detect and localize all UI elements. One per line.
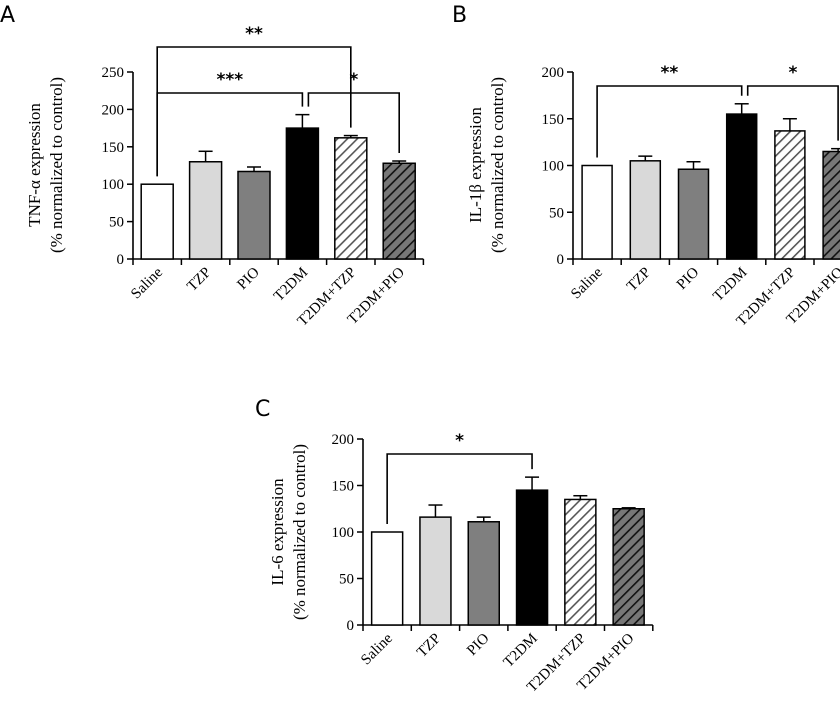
panel-a-bar-t2dm-pio — [382, 162, 416, 260]
panel-c-significance-bracket — [386, 453, 533, 524]
panel-a-significance-bracket — [156, 46, 352, 177]
panel-a-category-label: PIO — [234, 264, 263, 293]
panel-a-y-axis-title: TNF-α expression — [25, 103, 44, 227]
panel-b-y-tick-label: 150 — [542, 112, 565, 128]
panel-b-bar-t2dm-tzp — [774, 130, 806, 260]
panel-a-category-label: Saline — [128, 264, 166, 302]
panel-a-y-tick-label: 200 — [102, 102, 125, 118]
panel-c-bar-tzp — [419, 516, 452, 626]
panel-c-y-axis-subtitle: (% normalized to control) — [290, 444, 309, 620]
panel-c-y-tick-label: 150 — [332, 479, 355, 495]
panel-b-bar-t2dm — [725, 113, 758, 260]
panel-b-category-label: Saline — [568, 264, 606, 302]
panel-b-y-tick-label: 100 — [542, 159, 565, 175]
panel-a-significance-bracket — [307, 92, 401, 154]
panel-b-significance-label: ** — [661, 63, 679, 83]
panel-c-y-tick-label: 100 — [332, 525, 355, 541]
panel-a-y-tick-label: 100 — [102, 177, 125, 193]
panel-a-y-tick-label: 50 — [109, 215, 124, 231]
panel-c-bar-saline — [370, 531, 404, 626]
panel-c-bar-t2dm-pio — [612, 508, 645, 626]
panel-b-category-label: PIO — [674, 264, 703, 293]
panel-c-y-tick-label: 0 — [347, 618, 355, 634]
panel-c-bar-t2dm — [515, 489, 549, 626]
panel-a-y-tick-label: 0 — [117, 252, 125, 268]
panel-a-bar-tzp — [188, 161, 223, 260]
panel-b-bar-tzp — [629, 160, 662, 260]
panel-a-bar-pio — [237, 170, 271, 260]
panel-a-significance-label: ** — [245, 24, 263, 44]
panel-letter-c: C — [255, 397, 270, 422]
panel-c-category-label: T2DM — [501, 631, 541, 671]
panel-c-y-axis-title: IL-6 expression — [268, 478, 287, 586]
panel-b-bar-saline — [581, 164, 613, 260]
panel-a-significance-label: * — [349, 70, 358, 90]
panel-b-y-axis-subtitle: (% normalized to control) — [488, 77, 507, 253]
panel-b-bar-pio — [677, 168, 710, 260]
panel-c-category-label: TZP — [414, 631, 444, 661]
panel-c-category-label: PIO — [464, 630, 493, 659]
panel-a-category-label: T2DM — [271, 265, 311, 305]
panel-c-significance-label: * — [455, 431, 464, 451]
panel-a-bar-t2dm-tzp — [334, 137, 368, 260]
panel-b-y-tick-label: 0 — [557, 252, 565, 268]
panel-a-y-tick-label: 150 — [102, 140, 125, 156]
panel-b-bar-t2dm-pio — [822, 150, 840, 260]
panel-b-category-label: TZP — [624, 265, 654, 295]
panel-c-category-label: Saline — [358, 630, 396, 668]
panel-c-bar-t2dm-tzp — [564, 498, 597, 626]
panel-a-significance-bracket — [156, 92, 304, 177]
panel-a-category-label: TZP — [184, 265, 214, 295]
panel-c-y-tick-label: 200 — [332, 432, 355, 448]
panel-a-significance-label: *** — [216, 70, 243, 90]
panel-letter-a: A — [0, 3, 15, 28]
panel-c-bar-pio — [467, 521, 500, 626]
panel-b-significance-bracket — [746, 85, 839, 141]
panel-a-bar-saline — [140, 183, 174, 260]
panel-c-y-tick-label: 50 — [339, 572, 354, 588]
panel-a-bar-t2dm — [285, 127, 320, 260]
panel-b-significance-bracket — [596, 85, 743, 158]
panel-b-y-tick-label: 50 — [549, 205, 564, 221]
panel-letter-b: B — [452, 3, 467, 28]
panel-b-category-label: T2DM — [710, 265, 750, 305]
panel-b-y-axis-title: IL-1β expression — [466, 107, 485, 223]
panel-b-significance-label: * — [788, 63, 797, 83]
panel-a-y-axis-subtitle: (% normalized to control) — [47, 77, 66, 253]
panel-b-y-tick-label: 200 — [542, 65, 565, 81]
panel-a-y-tick-label: 250 — [102, 65, 125, 81]
